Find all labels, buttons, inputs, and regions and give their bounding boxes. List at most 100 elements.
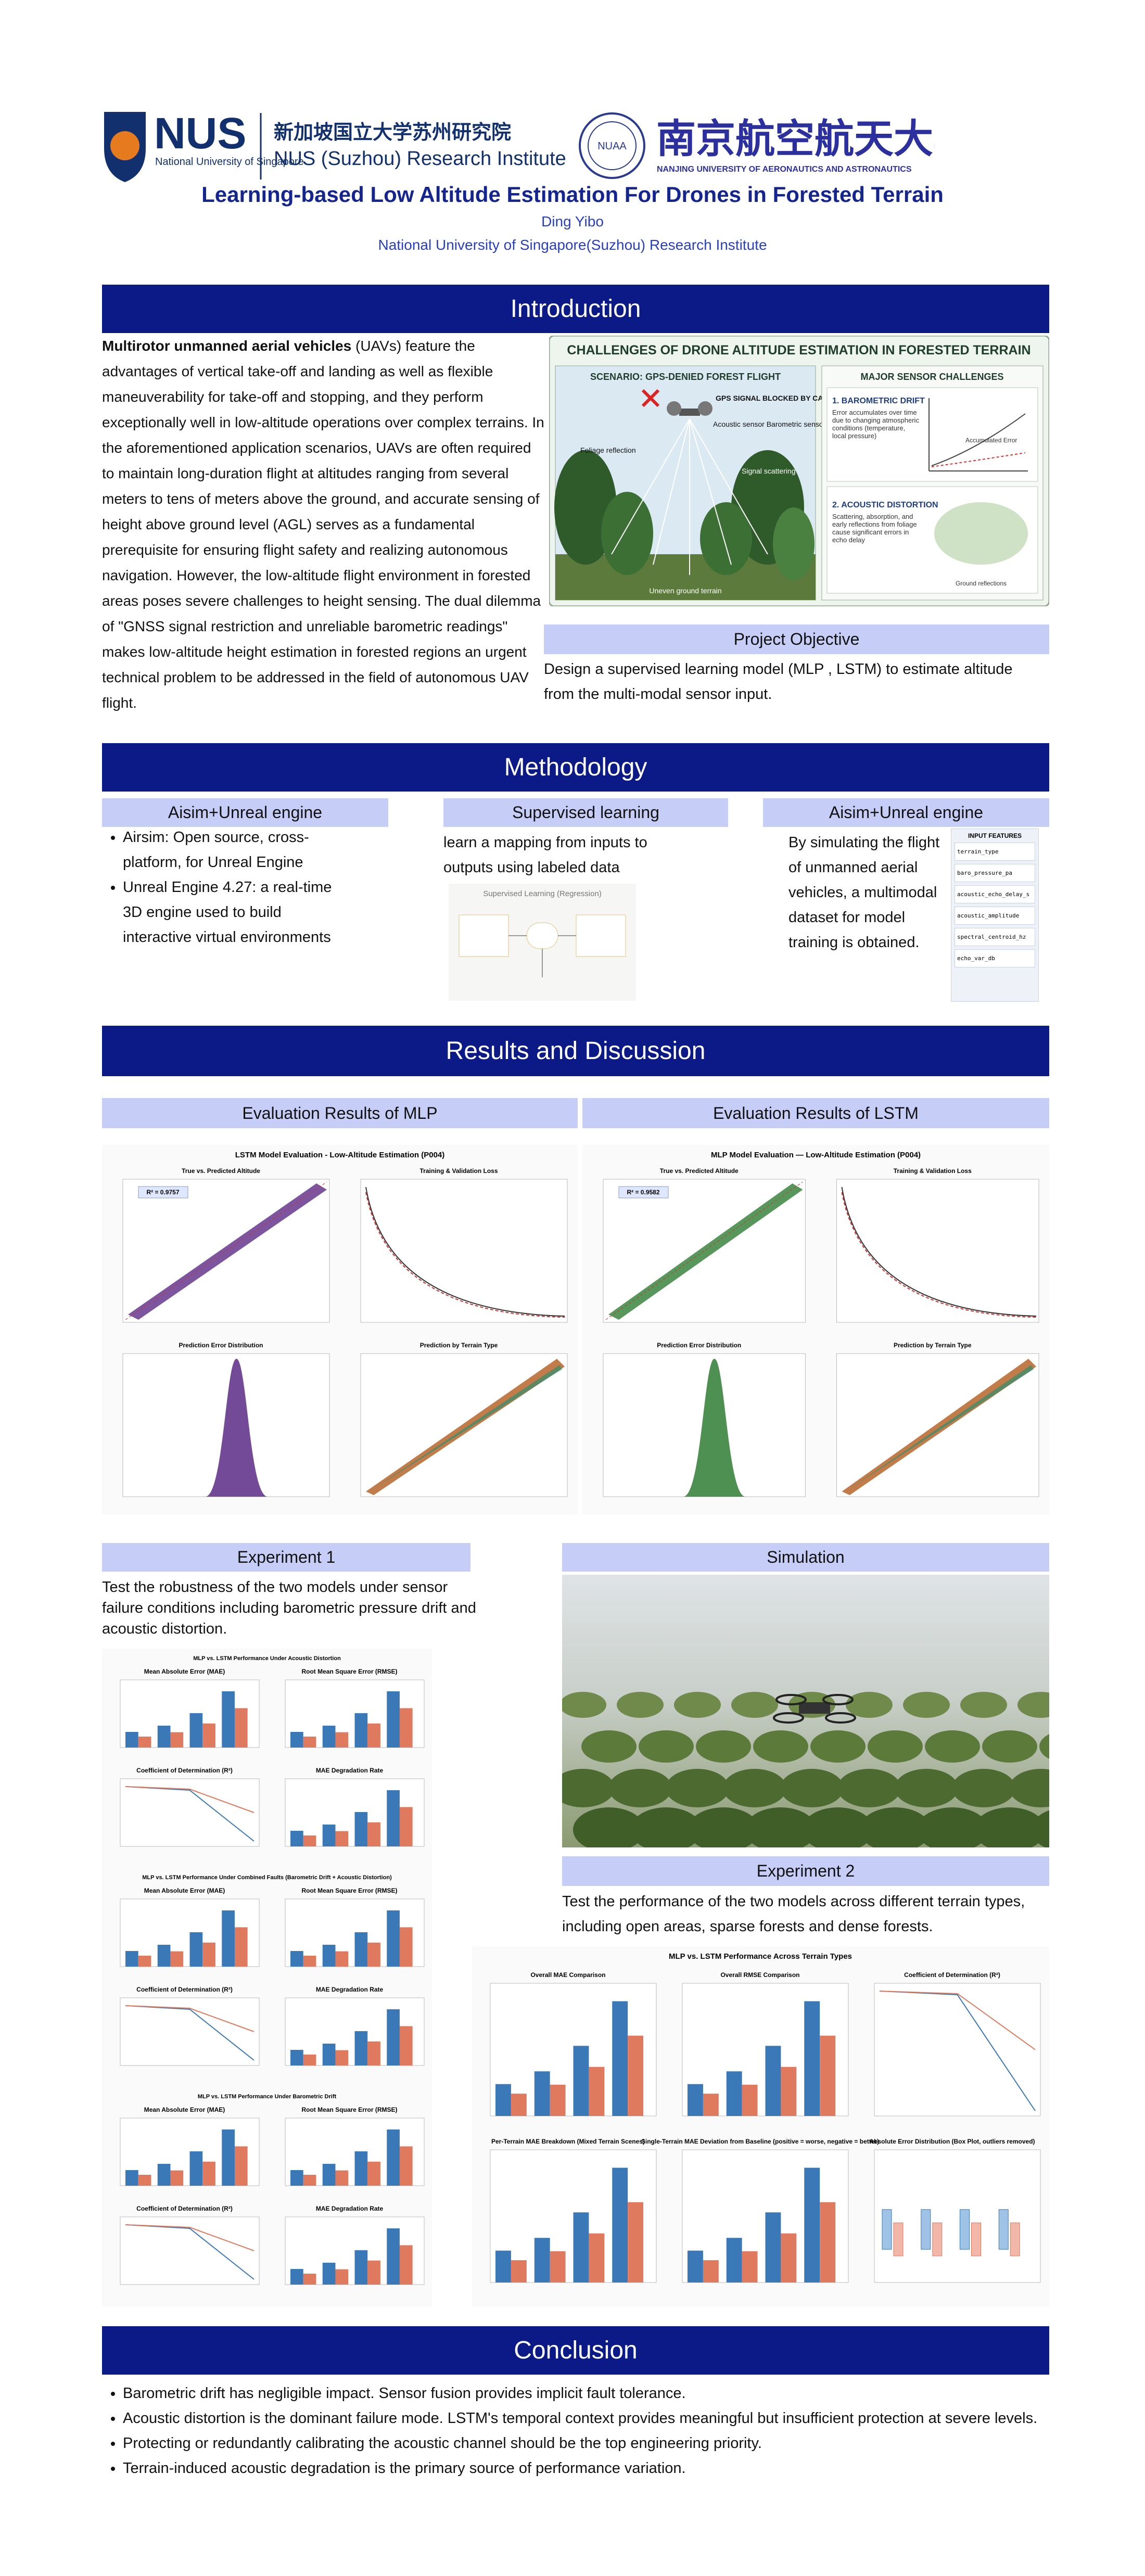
deco-bar	[399, 2146, 413, 2186]
section-bar: Conclusion	[102, 2326, 1049, 2375]
deco-bar	[234, 1927, 248, 1967]
panel-title: Mean Absolute Error (MAE)	[144, 1668, 225, 1675]
acoustic-text: Scattering, absorption, and early reflec…	[832, 513, 917, 544]
deco-bar	[335, 1951, 349, 1967]
figure-title: MLP vs. LSTM Performance Across Terrain …	[669, 1952, 852, 1961]
deco-bar	[170, 1732, 184, 1748]
features-panel: INPUT FEATURES terrain_type baro_pressure…	[951, 828, 1039, 1002]
sub-heading: Supervised learning	[443, 798, 728, 827]
deco-bar	[820, 2035, 836, 2116]
feature-item: echo_var_db	[955, 949, 1035, 967]
figure-bg	[102, 1649, 432, 2306]
deco-bar	[335, 2269, 349, 2285]
sim-tree	[1009, 1769, 1049, 1807]
deco-bar	[189, 1932, 203, 1967]
panel-title: Coefficient of Determination (R²)	[136, 1986, 233, 1993]
deco-bar	[495, 2250, 511, 2282]
panel-title: MAE Degradation Rate	[316, 1986, 384, 1993]
deco-bar	[322, 1825, 336, 1846]
panel-frame	[874, 2149, 1041, 2283]
sub-heading: Project Objective	[544, 624, 1049, 654]
drift-title: 1. BAROMETRIC DRIFT	[832, 397, 925, 405]
deco-bar	[688, 2250, 703, 2282]
panel-title: Prediction Error Distribution	[179, 1342, 263, 1349]
panel-title: Prediction by Terrain Type	[420, 1342, 498, 1349]
deco-bar	[303, 1737, 316, 1748]
deco-box	[882, 2209, 892, 2250]
deco-bar	[781, 2233, 797, 2282]
deco-bar	[138, 1737, 151, 1748]
sim-trees	[562, 1692, 1049, 1847]
deco-bar	[742, 2251, 758, 2282]
badge-bg	[618, 1186, 669, 1198]
deco-bar	[765, 2046, 781, 2116]
sim-tree	[982, 1730, 1037, 1763]
sim-tree	[780, 1769, 844, 1807]
objective-text: Design a supervised learning model (MLP …	[544, 661, 1013, 703]
panel-title: Training & Validation Loss	[894, 1167, 972, 1175]
deco-bar	[138, 2175, 151, 2186]
sim-tree	[952, 1769, 1015, 1807]
sim-tree	[859, 1807, 931, 1847]
deco-bar	[534, 2238, 550, 2282]
loss-curve	[365, 1192, 565, 1318]
sub-heading: Simulation	[562, 1543, 1049, 1572]
r2-badge: R² = 0.9582	[627, 1189, 659, 1196]
histogram-shape	[683, 1359, 746, 1497]
deco-bar	[387, 1691, 400, 1748]
nus-sub: National University of Singapore	[155, 156, 304, 168]
simulation-image	[562, 1575, 1049, 1847]
deco-bar	[234, 2146, 248, 2186]
section-bar: Introduction	[102, 285, 1049, 333]
panel-title: Per-Terrain MAE Breakdown (Mixed Terrain…	[491, 2138, 645, 2145]
sim-drone	[773, 1694, 856, 1724]
deco-bar	[726, 2071, 742, 2116]
deco-bar	[303, 2175, 316, 2186]
deco-bar	[399, 1807, 413, 1846]
model-box	[526, 922, 558, 949]
deco-bar	[322, 2263, 336, 2285]
panel-title: Coefficient of Determination (R²)	[904, 1971, 1000, 1979]
histogram-shape	[205, 1359, 268, 1497]
scatter-label: Signal scattering	[742, 467, 796, 475]
ground-label: Uneven ground terrain	[649, 586, 721, 595]
deco-bar	[222, 2129, 235, 2186]
deco-line	[879, 1991, 1036, 2050]
sim-tree	[1039, 1734, 1049, 1759]
exp1-text: Test the robustness of the two models un…	[102, 1579, 476, 1637]
panel-title: Overall MAE Comparison	[530, 1971, 605, 1979]
deco-bar	[322, 1726, 336, 1748]
deco-bar	[367, 1942, 380, 1967]
deco-bar	[387, 1910, 400, 1967]
panel-title: True vs. Predicted Altitude	[182, 1167, 260, 1175]
deco-bar	[589, 2067, 605, 2116]
deco-bar	[387, 2228, 400, 2285]
deco-box	[893, 2222, 904, 2256]
deco-bar	[303, 1835, 316, 1846]
sim-tree	[745, 1807, 817, 1847]
deco-bar	[354, 1713, 368, 1748]
deco-bar	[703, 2260, 719, 2282]
sim-tree	[917, 1807, 988, 1847]
conclusion-item: Barometric drift has negligible impact. …	[123, 2381, 1049, 2406]
deco-bar	[290, 2170, 303, 2186]
deco-bar	[628, 2202, 644, 2282]
scatter-cloud	[608, 1183, 803, 1320]
method-text: By simulating the flight of unmanned aer…	[788, 834, 940, 951]
sim-tree	[608, 1769, 672, 1807]
sim-tree	[562, 1769, 615, 1807]
outputs-box	[576, 914, 626, 957]
loss-curve	[365, 1187, 565, 1317]
figure-title: MLP Model Evaluation — Low-Altitude Esti…	[711, 1151, 921, 1159]
foliage-label: Foliage reflection	[580, 446, 636, 454]
deco-bar	[703, 2094, 719, 2116]
feature-item: acoustic_echo_delay_s	[955, 885, 1035, 903]
institute-cn: 新加坡国立大学苏州研究院	[274, 121, 511, 144]
deco-bar	[303, 2274, 316, 2285]
deco-bar	[157, 2164, 171, 2186]
deco-bar	[303, 1956, 316, 1967]
group-title: MLP vs. LSTM Performance Under Acoustic …	[193, 1655, 341, 1662]
deco-bar	[573, 2212, 589, 2282]
deco-bar	[688, 2084, 703, 2116]
